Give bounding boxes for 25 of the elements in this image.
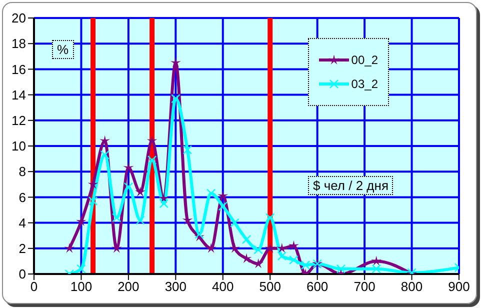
y-tick-label: 8 bbox=[18, 164, 26, 180]
x-tick-label: 200 bbox=[118, 279, 140, 294]
annotation: % bbox=[52, 40, 74, 59]
y-tick-label: 20 bbox=[12, 10, 26, 26]
x-tick-label: 900 bbox=[448, 279, 470, 294]
y-tick-label: 16 bbox=[12, 62, 26, 77]
y-tick-label: 12 bbox=[12, 113, 26, 128]
x-tick-label: 600 bbox=[306, 279, 328, 294]
y-tick-label: 10 bbox=[12, 138, 26, 154]
legend-label: 03_2 bbox=[351, 77, 378, 91]
y-tick-label: 6 bbox=[18, 190, 26, 205]
x-tick-label: 400 bbox=[212, 279, 234, 294]
x-tick-label: 0 bbox=[30, 279, 38, 294]
legend-label: 00_2 bbox=[351, 53, 378, 67]
x-tick-label: 700 bbox=[354, 279, 376, 294]
y-tick-label: 2 bbox=[18, 241, 26, 256]
x-tick-label: 100 bbox=[70, 279, 92, 294]
y-tick-label: 14 bbox=[12, 87, 26, 102]
x-tick-label: 500 bbox=[259, 279, 281, 294]
y-tick-label: 0 bbox=[18, 266, 26, 282]
y-tick-label: 4 bbox=[18, 215, 26, 230]
x-tick-label: 800 bbox=[400, 279, 423, 294]
y-tick-label: 18 bbox=[12, 36, 26, 52]
x-tick-label: 300 bbox=[164, 279, 187, 294]
annotation: $ чел / 2 дня bbox=[308, 176, 394, 195]
